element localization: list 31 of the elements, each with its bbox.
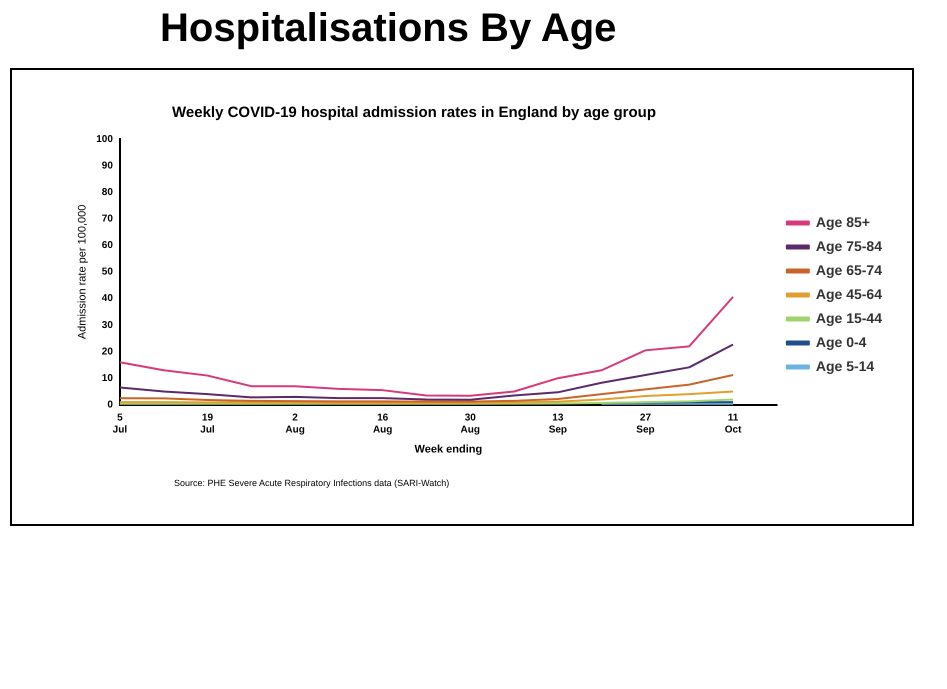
- legend-label: Age 5-14: [816, 358, 874, 374]
- legend-label: Age 85+: [816, 214, 870, 230]
- x-tick-label: 11 Oct: [724, 412, 742, 436]
- y-tick-label: 60: [102, 240, 114, 252]
- y-tick-label: 30: [102, 320, 114, 331]
- x-tick-label: 16 Aug: [372, 412, 392, 436]
- legend-label: Age 45-64: [816, 286, 882, 302]
- x-tick-label: 13 Sep: [548, 412, 568, 436]
- y-tick-label: 20: [102, 346, 114, 358]
- y-tick-label: 50: [102, 266, 114, 278]
- legend-label: Age 15-44: [816, 310, 882, 326]
- x-tick-label: 27 Sep: [636, 412, 655, 436]
- y-axis-title: Admission rate per 100,000: [76, 204, 89, 340]
- legend-label: Age 75-84: [816, 238, 882, 254]
- chart-title: Hospitalisations By Age: [160, 6, 618, 51]
- x-tick-label: 2 Aug: [285, 412, 305, 436]
- legend-label: Age 0-4: [816, 334, 867, 350]
- y-tick-label: 0: [107, 400, 114, 411]
- legend-label: Age 65-74: [816, 262, 882, 278]
- x-axis-title: Week ending: [414, 443, 482, 456]
- x-tick-label: 19 Jul: [200, 412, 215, 436]
- y-tick-label: 100: [96, 134, 114, 145]
- y-tick-label: 40: [102, 293, 114, 304]
- chart-subtitle: Weekly COVID-19 hospital admission rates in England by age group: [172, 104, 656, 121]
- y-tick-label: 10: [102, 372, 114, 384]
- x-tick-label: 5 Jul: [112, 412, 128, 436]
- x-tick-label: 30 Aug: [460, 412, 480, 436]
- source-note: Source: PHE Severe Acute Respiratory Infections data (SARI-Watch): [174, 478, 450, 488]
- y-tick-label: 70: [102, 213, 114, 224]
- y-tick-label: 80: [102, 186, 114, 198]
- y-tick-label: 90: [102, 160, 114, 172]
